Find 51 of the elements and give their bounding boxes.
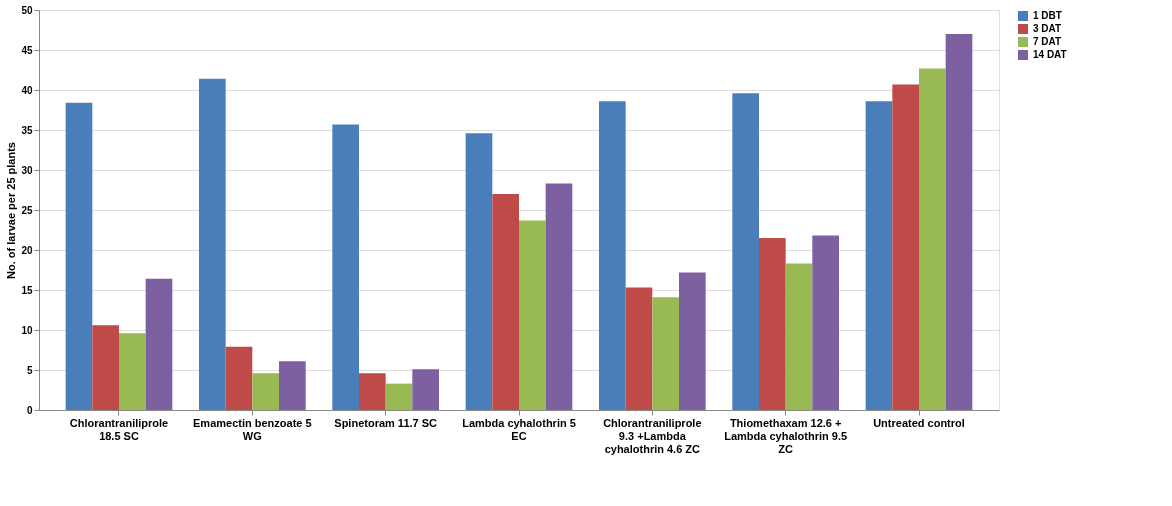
y-tick-label: 0 xyxy=(26,404,33,416)
legend-label: 3 DAT xyxy=(1033,23,1062,34)
bar xyxy=(919,68,946,410)
bar xyxy=(65,102,93,410)
legend-label: 1 DBT xyxy=(1033,10,1062,21)
y-tick-label: 40 xyxy=(21,84,33,96)
bar xyxy=(252,373,279,410)
bar xyxy=(892,84,919,410)
legend-label: 7 DAT xyxy=(1033,36,1062,47)
y-tick-label: 50 xyxy=(21,4,33,16)
bar xyxy=(465,133,493,410)
bar xyxy=(625,287,653,410)
bar xyxy=(679,272,706,410)
bar xyxy=(732,93,759,410)
y-tick-label: 45 xyxy=(21,44,33,56)
bar xyxy=(385,383,413,410)
x-tick-label: Chlorantraniliprole 18.5 SC xyxy=(69,416,169,442)
bar xyxy=(945,34,973,410)
y-tick-label: 5 xyxy=(26,364,33,376)
bar xyxy=(332,124,359,410)
bar xyxy=(492,194,519,410)
bar xyxy=(119,333,146,410)
bar xyxy=(92,325,119,410)
bar xyxy=(412,369,439,410)
bar xyxy=(145,278,173,410)
y-tick-label: 25 xyxy=(21,204,33,216)
bar xyxy=(785,263,813,410)
bar xyxy=(519,220,546,410)
bar xyxy=(652,297,679,410)
bar xyxy=(225,346,253,410)
x-tick-label: Emamectin benzoate 5 WG xyxy=(193,416,312,442)
bar xyxy=(199,78,226,410)
y-axis-title: No. of larvae per 25 plants xyxy=(5,142,18,279)
bar xyxy=(545,183,573,410)
y-tick-label: 10 xyxy=(21,324,33,336)
bar xyxy=(759,238,786,410)
x-tick-label: Lambda cyhalothrin 5 EC xyxy=(462,416,576,442)
x-tick-label: Thiomethaxam 12.6 + Lambda cyhalothrin 9.5 ZC xyxy=(724,416,848,455)
y-tick-label: 30 xyxy=(21,164,33,176)
bar xyxy=(359,373,386,410)
bar xyxy=(865,101,893,410)
legend-label: 14 DAT xyxy=(1033,49,1067,60)
bar xyxy=(812,235,839,410)
y-tick-label: 20 xyxy=(21,244,33,256)
y-tick-label: 15 xyxy=(21,284,33,296)
x-tick-label: Untreated control xyxy=(873,416,965,429)
bar xyxy=(599,101,626,410)
x-tick-label: Spinetoram 11.7 SC xyxy=(334,416,438,429)
x-tick-label: Chlorantraniliprole 9.3 +Lambda cyhalothrin 4.6 ZC xyxy=(603,416,702,455)
bar xyxy=(279,361,306,410)
y-tick-label: 35 xyxy=(21,124,33,136)
